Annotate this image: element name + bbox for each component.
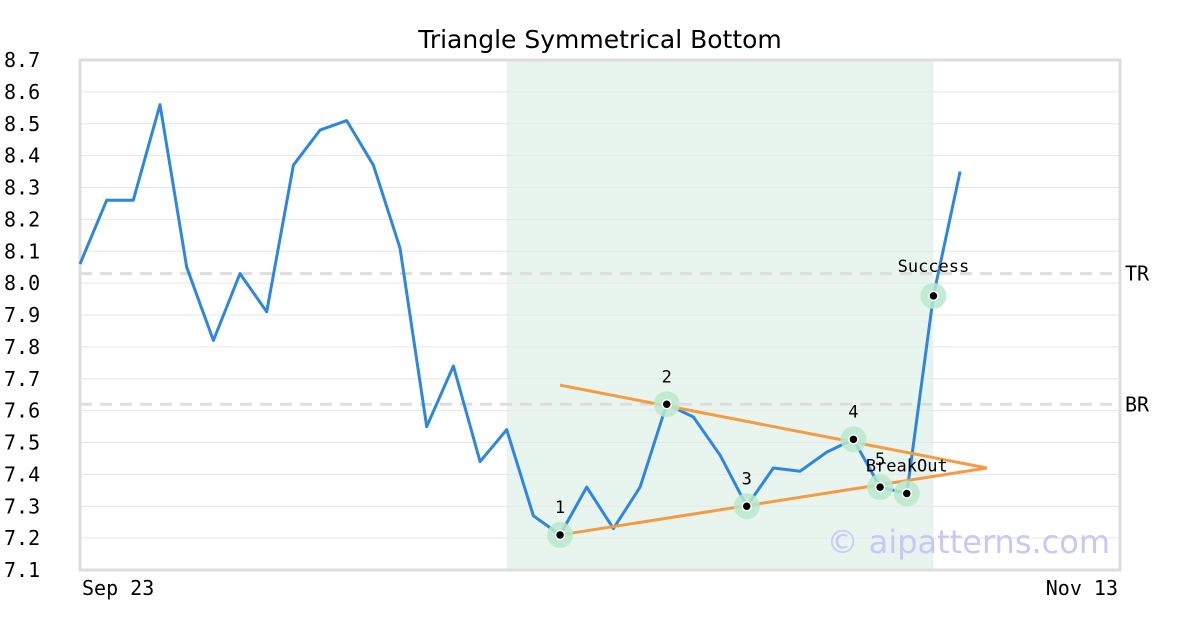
- point-marker: [848, 434, 859, 445]
- point-label-success: Success: [898, 257, 970, 277]
- y-tick-label: 8.4: [4, 144, 40, 168]
- point-marker: [874, 481, 886, 493]
- x-start-label: Sep 23: [82, 576, 154, 600]
- y-tick-label: 8.3: [4, 176, 40, 200]
- point-marker: [901, 488, 913, 499]
- point-label-breakout: BreakOut: [866, 457, 948, 477]
- lower-trendline: [559, 466, 988, 537]
- y-tick-label: 8.5: [4, 112, 40, 136]
- y-tick-label: 7.4: [4, 462, 40, 486]
- y-tick-label: 8.6: [4, 80, 40, 104]
- y-tick-label: 7.8: [4, 335, 40, 359]
- point-label-1: 1: [555, 498, 565, 518]
- y-tick-label: 7.6: [4, 399, 40, 423]
- x-end-label: Nov 13: [1046, 576, 1118, 600]
- y-tick-label: 7.2: [4, 526, 40, 550]
- y-tick-label: 7.9: [4, 303, 40, 327]
- point-marker: [928, 290, 939, 302]
- plot-frame: [78, 58, 1122, 572]
- reference-label-tr: TR: [1125, 262, 1150, 286]
- chart-title: Triangle Symmetrical Bottom: [417, 25, 782, 54]
- point-label-2: 2: [662, 367, 672, 387]
- y-tick-label: 8.0: [4, 271, 40, 295]
- y-tick-label: 7.3: [4, 494, 40, 518]
- point-marker: [554, 529, 566, 541]
- watermark: © aipatterns.com: [827, 523, 1110, 561]
- point-label-4: 4: [848, 402, 858, 422]
- y-tick-label: 7.5: [4, 431, 40, 455]
- upper-trendline: [559, 383, 988, 470]
- point-label-5: 5: [875, 450, 885, 470]
- y-tick-label: 8.7: [4, 48, 40, 72]
- price-series-line: [78, 103, 962, 537]
- y-tick-label: 7.1: [4, 558, 40, 582]
- point-marker: [741, 501, 752, 512]
- point-label-3: 3: [742, 469, 752, 489]
- y-tick-label: 7.7: [4, 367, 40, 391]
- y-tick-label: 8.1: [4, 239, 40, 263]
- reference-label-br: BR: [1125, 392, 1150, 416]
- point-marker: [661, 399, 672, 410]
- y-tick-label: 8.2: [4, 207, 40, 231]
